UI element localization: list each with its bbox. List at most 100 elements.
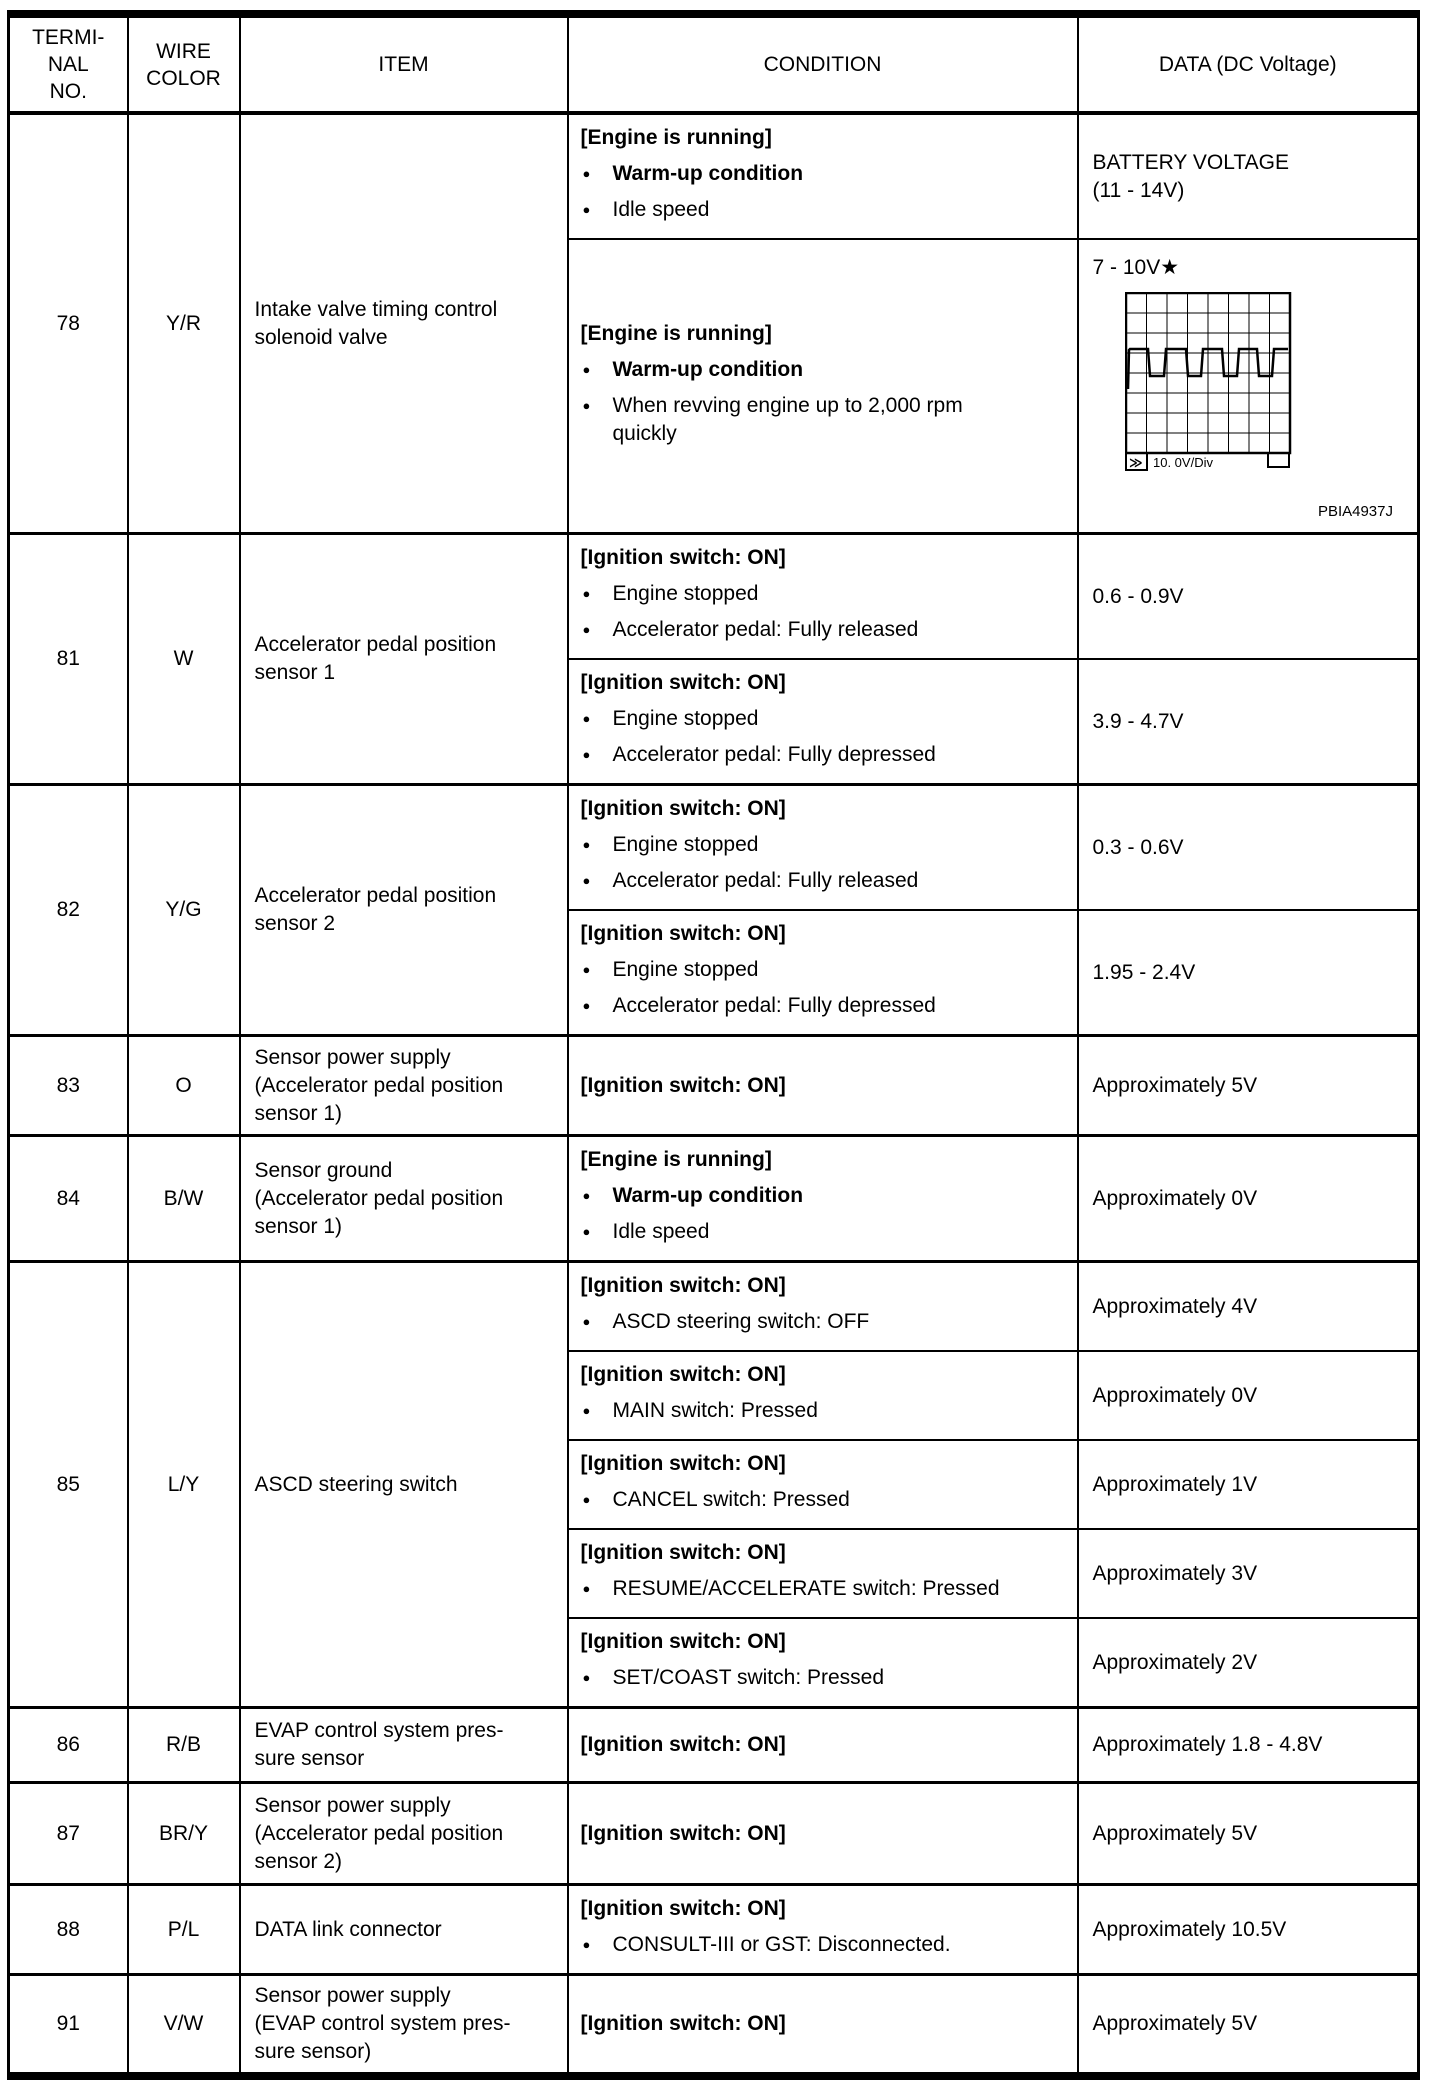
condition-bullet: ● Accelerator pedal: Fully depressed bbox=[583, 992, 1067, 1020]
condition-cell: [Ignition switch: ON] ● CONSULT-III or GS… bbox=[566, 1883, 1079, 1976]
scope-div-label: 10. 0V/Div bbox=[1153, 455, 1213, 470]
table-row: 88 P/L DATA link connector [Ignition swi… bbox=[7, 1883, 1420, 1976]
table-row: 91 V/W Sensor power supply (EVAP control… bbox=[7, 1973, 1420, 2077]
terminal-no: 84 bbox=[7, 1134, 129, 1263]
item-cell: Intake valve timing control solenoid val… bbox=[238, 111, 569, 535]
data-cell: Approximately 1.8 - 4.8V bbox=[1076, 1706, 1420, 1784]
condition-bullet: ● Engine stopped bbox=[583, 956, 1067, 984]
data-value: Approximately 3V bbox=[1092, 1561, 1258, 1585]
condition-bullet: ● Engine stopped bbox=[583, 580, 1067, 608]
condition-cell: [Ignition switch: ON] ● SET/COAST switch:… bbox=[566, 1617, 1079, 1709]
condition-bullet: ● Accelerator pedal: Fully released bbox=[583, 867, 1067, 895]
item-cell: Sensor power supply (Accelerator pedal p… bbox=[238, 1781, 569, 1886]
condition-header: [Engine is running] bbox=[580, 1148, 772, 1171]
table-row: [Ignition switch: ON] ● Engine stopped ● A… bbox=[9, 909, 1420, 1037]
bullet-icon: ● bbox=[582, 998, 591, 1013]
bullet-text: Accelerator pedal: Fully depressed bbox=[612, 994, 936, 1017]
table-row: 84 B/W Sensor ground (Accelerator pedal … bbox=[7, 1134, 1420, 1263]
col-header-wire-color: WIRE COLOR bbox=[126, 13, 241, 115]
condition-bullet: ● CONSULT-III or GST: Disconnected. bbox=[583, 1931, 1067, 1959]
bullet-icon: ● bbox=[582, 1670, 591, 1685]
condition-bullet: ● Warm-up condition bbox=[583, 356, 1067, 384]
bullet-text: Idle speed bbox=[612, 1220, 710, 1243]
wire-color: P/L bbox=[126, 1883, 241, 1976]
bullet-icon: ● bbox=[582, 1314, 591, 1329]
data-cell: Approximately 1V bbox=[1076, 1439, 1420, 1530]
condition-header: [Ignition switch: ON] bbox=[580, 1630, 786, 1653]
data-value: Approximately 1.8 - 4.8V bbox=[1092, 1733, 1323, 1756]
bullet-text: ASCD steering switch: OFF bbox=[612, 1310, 870, 1333]
bullet-text: Engine stopped bbox=[612, 958, 759, 981]
col-header-terminal-no: TERMI- NAL NO. bbox=[7, 13, 129, 115]
condition-cell: [Ignition switch: ON] bbox=[566, 1973, 1079, 2077]
data-cell: Approximately 0V bbox=[1076, 1350, 1420, 1441]
condition-bullet: ● Accelerator pedal: Fully released bbox=[583, 616, 1067, 644]
bullet-icon: ● bbox=[582, 622, 591, 637]
wire-color: BR/Y bbox=[126, 1781, 241, 1886]
bullet-icon: ● bbox=[582, 202, 591, 217]
bullet-text: When revving engine up to 2,000 rpm quic… bbox=[612, 393, 963, 445]
data-cell: Approximately 4V bbox=[1076, 1260, 1420, 1352]
data-value: Approximately 5V bbox=[1092, 2012, 1258, 2035]
condition-cell: [Ignition switch: ON] ● Engine stopped ● A… bbox=[566, 909, 1079, 1037]
condition-bullet: ● Accelerator pedal: Fully depressed bbox=[583, 741, 1067, 769]
condition-bullet: ● Idle speed bbox=[583, 1218, 1067, 1246]
data-cell: 0.6 - 0.9V bbox=[1076, 532, 1420, 660]
oscilloscope-waveform: ≫ 10. 0V/Div bbox=[1124, 291, 1291, 471]
item-cell: Accelerator pedal position sensor 2 bbox=[238, 783, 569, 1037]
condition-cell: [Ignition switch: ON] ● Engine stopped ● A… bbox=[566, 658, 1079, 786]
col-header-data: DATA (DC Voltage) bbox=[1076, 13, 1420, 115]
condition-bullet: ● Engine stopped bbox=[583, 831, 1067, 859]
wire-color: Y/R bbox=[126, 111, 241, 535]
bullet-text: Warm-up condition bbox=[612, 357, 804, 381]
condition-header: [Ignition switch: ON] bbox=[580, 2012, 786, 2035]
condition-header: [Ignition switch: ON] bbox=[580, 1452, 786, 1475]
data-cell: Approximately 2V bbox=[1076, 1617, 1420, 1709]
condition-cell: [Engine is running] ● Warm-up condition ●… bbox=[566, 111, 1079, 240]
condition-header: [Ignition switch: ON] bbox=[580, 1541, 786, 1564]
terminal-no: 91 bbox=[7, 1973, 129, 2077]
data-cell: 3.9 - 4.7V bbox=[1076, 658, 1420, 786]
bullet-icon: ● bbox=[582, 711, 591, 726]
condition-cell: [Ignition switch: ON] ● RESUME/ACCELERATE… bbox=[566, 1528, 1079, 1619]
data-cell: Approximately 0V bbox=[1076, 1134, 1420, 1263]
data-value: Approximately 0V bbox=[1092, 1186, 1258, 1210]
data-cell: Approximately 5V bbox=[1076, 1781, 1420, 1886]
table-row: 85 L/Y ASCD steering switch [Ignition sw… bbox=[7, 1260, 1420, 1709]
table-row: 83 O Sensor power supply (Accelerator pe… bbox=[7, 1034, 1420, 1137]
bullet-text: CANCEL switch: Pressed bbox=[612, 1488, 850, 1511]
wire-color: Y/G bbox=[126, 783, 241, 1037]
data-value: Approximately 5V bbox=[1092, 1821, 1258, 1845]
wire-color: L/Y bbox=[126, 1260, 241, 1709]
bullet-icon: ● bbox=[582, 837, 591, 852]
table-row: 82 Y/G Accelerator pedal position sensor… bbox=[7, 783, 1420, 1037]
condition-cell: [Ignition switch: ON] ● MAIN switch: Pres… bbox=[566, 1350, 1079, 1441]
terminal-no: 87 bbox=[7, 1781, 129, 1886]
oscilloscope-figure: ≫ 10. 0V/Div bbox=[1124, 291, 1408, 482]
scope-marker-icon: ≫ bbox=[1129, 455, 1143, 470]
bullet-icon: ● bbox=[582, 1224, 591, 1239]
bullet-text: MAIN switch: Pressed bbox=[612, 1399, 818, 1422]
condition-cell: [Ignition switch: ON] bbox=[566, 1034, 1079, 1137]
bullet-text: Accelerator pedal: Fully released bbox=[612, 618, 919, 641]
data-cell: 7 - 10V★ ≫ 10. 0V/Div bbox=[1076, 238, 1420, 535]
col-header-item: ITEM bbox=[238, 13, 569, 115]
data-cell: Approximately 5V bbox=[1076, 1034, 1420, 1137]
condition-bullet: ● Idle speed bbox=[583, 196, 1067, 224]
condition-header: [Ignition switch: ON] bbox=[580, 797, 786, 820]
table-row: [Ignition switch: ON] ● RESUME/ACCELERATE… bbox=[9, 1528, 1420, 1619]
data-value: 1.95 - 2.4V bbox=[1092, 960, 1196, 984]
condition-bullet: ● When revving engine up to 2,000 rpm qui… bbox=[583, 392, 1067, 448]
bullet-icon: ● bbox=[582, 586, 591, 601]
condition-header: [Engine is running] bbox=[580, 126, 772, 149]
table-row: [Ignition switch: ON] ● CANCEL switch: Pr… bbox=[9, 1439, 1420, 1530]
terminal-no: 82 bbox=[7, 783, 129, 1037]
bullet-text: Engine stopped bbox=[612, 582, 759, 605]
condition-bullet: ● Warm-up condition bbox=[583, 1182, 1067, 1210]
item-cell: Sensor ground (Accelerator pedal positio… bbox=[238, 1134, 569, 1263]
table-header-row: TERMI- NAL NO. WIRE COLOR ITEM CONDITION… bbox=[7, 13, 1420, 115]
item-cell: DATA link connector bbox=[238, 1883, 569, 1976]
data-value: Approximately 0V bbox=[1092, 1383, 1258, 1407]
condition-header: [Ignition switch: ON] bbox=[580, 1363, 786, 1386]
wire-color: O bbox=[126, 1034, 241, 1137]
